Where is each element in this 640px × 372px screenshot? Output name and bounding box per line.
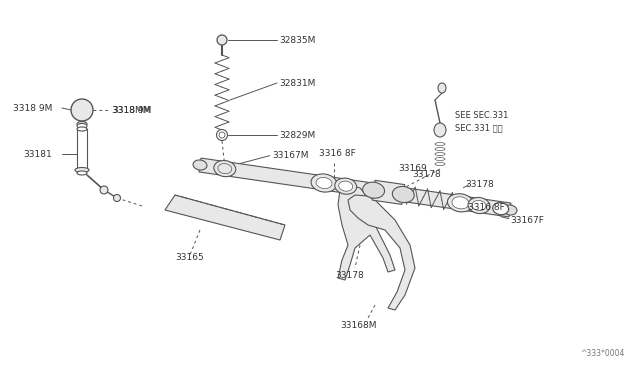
Text: 32835M: 32835M: [279, 35, 316, 45]
Ellipse shape: [447, 194, 474, 212]
Ellipse shape: [77, 124, 87, 128]
Polygon shape: [348, 195, 415, 310]
Text: 3318 9M: 3318 9M: [13, 103, 52, 112]
Ellipse shape: [316, 177, 332, 189]
Ellipse shape: [435, 148, 445, 151]
Text: 33167F: 33167F: [511, 216, 545, 225]
Ellipse shape: [468, 198, 490, 214]
Text: 33169: 33169: [399, 164, 428, 173]
Text: 33178: 33178: [412, 170, 441, 179]
Ellipse shape: [214, 161, 236, 177]
Ellipse shape: [435, 163, 445, 166]
Ellipse shape: [193, 160, 207, 170]
Ellipse shape: [77, 171, 87, 175]
Ellipse shape: [311, 174, 337, 192]
Ellipse shape: [503, 205, 517, 215]
Ellipse shape: [472, 201, 486, 211]
Text: 33181: 33181: [23, 150, 52, 158]
Ellipse shape: [493, 203, 509, 215]
Text: SEE SEC.331: SEE SEC.331: [455, 110, 508, 119]
Polygon shape: [165, 195, 285, 240]
Text: 33168M: 33168M: [340, 321, 376, 330]
Text: ^333*0004: ^333*0004: [580, 349, 625, 358]
Circle shape: [100, 186, 108, 194]
Ellipse shape: [435, 142, 445, 145]
Circle shape: [113, 195, 120, 202]
Polygon shape: [199, 158, 511, 217]
Polygon shape: [372, 180, 404, 204]
Ellipse shape: [75, 167, 89, 173]
Polygon shape: [338, 185, 395, 280]
Text: 32829M: 32829M: [279, 131, 316, 140]
Text: 3316 8F: 3316 8F: [319, 148, 356, 157]
Ellipse shape: [435, 157, 445, 160]
Circle shape: [219, 132, 225, 138]
Ellipse shape: [452, 197, 469, 209]
Text: 33178: 33178: [465, 180, 494, 189]
Ellipse shape: [438, 83, 446, 93]
Text: 32831M: 32831M: [279, 78, 316, 87]
Ellipse shape: [77, 127, 87, 131]
Circle shape: [217, 35, 227, 45]
Text: SEC.331 参照: SEC.331 参照: [455, 124, 502, 132]
Ellipse shape: [218, 164, 232, 174]
Text: 33178: 33178: [335, 270, 364, 279]
Text: 3318ΜM: 3318ΜM: [112, 106, 150, 115]
Text: 33167M: 33167M: [272, 151, 308, 160]
Text: 3318 9M: 3318 9M: [112, 106, 152, 115]
Ellipse shape: [434, 123, 446, 137]
Text: 3316 8F: 3316 8F: [468, 203, 505, 212]
Ellipse shape: [392, 186, 414, 203]
Circle shape: [216, 129, 227, 141]
Circle shape: [71, 99, 93, 121]
Ellipse shape: [435, 153, 445, 155]
Ellipse shape: [339, 181, 353, 191]
Ellipse shape: [77, 122, 87, 126]
Text: 33165: 33165: [175, 253, 204, 263]
Ellipse shape: [363, 182, 385, 198]
Ellipse shape: [335, 178, 356, 194]
